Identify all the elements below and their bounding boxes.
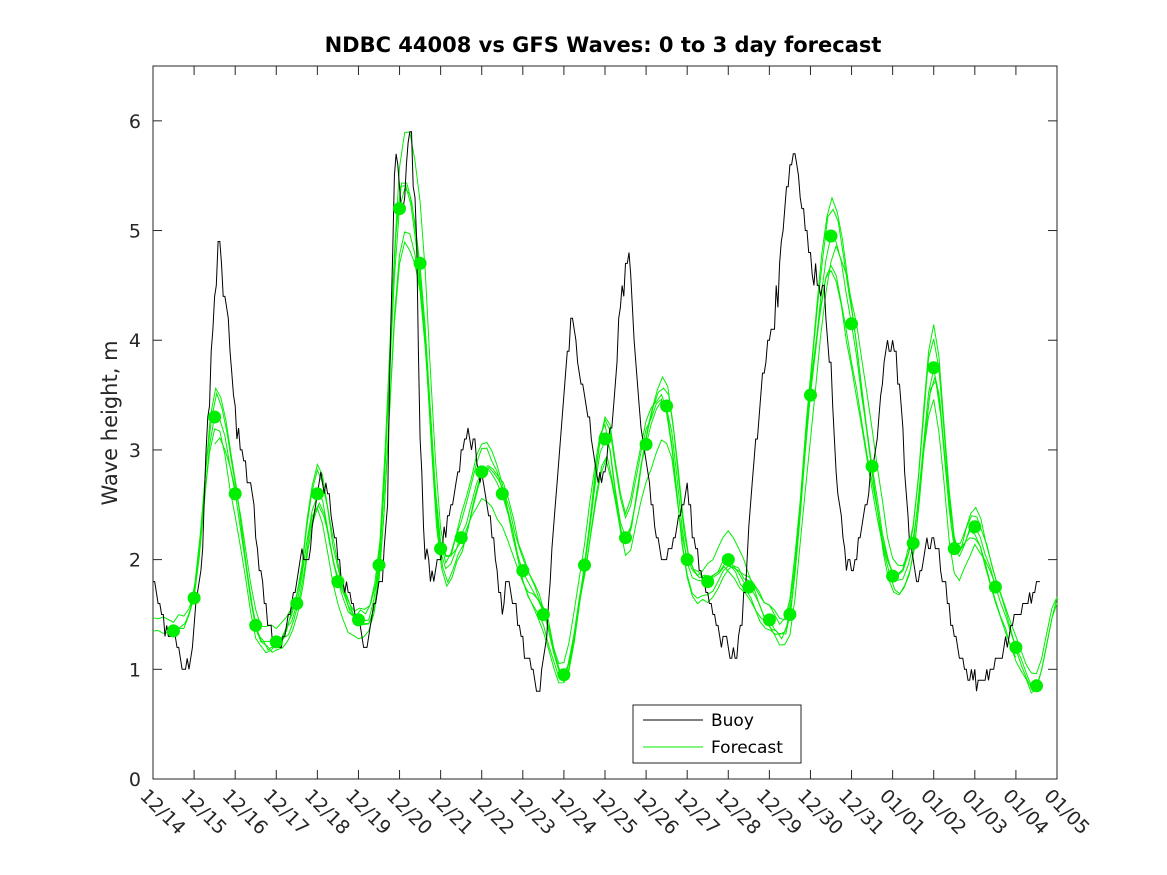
legend-box <box>632 704 802 764</box>
forecast-point <box>434 542 448 556</box>
y-axis-label: Wave height, m <box>98 340 122 505</box>
buoy-line <box>153 131 1040 692</box>
forecast-point <box>187 591 201 605</box>
forecast-point <box>167 624 180 638</box>
y-tick-label: 6 <box>129 111 141 133</box>
forecast-point <box>947 542 961 556</box>
legend: Buoy Forecast <box>632 704 802 764</box>
forecast-point <box>639 437 653 451</box>
forecast-point <box>536 608 550 621</box>
forecast-point <box>352 613 365 627</box>
y-tick-label: 0 <box>129 769 141 791</box>
forecast-point <box>619 531 632 545</box>
forecast-point <box>660 399 674 413</box>
forecast-point <box>804 388 817 402</box>
forecast-point <box>721 553 735 567</box>
forecast-point <box>331 575 345 589</box>
y-tick-label: 3 <box>129 440 141 462</box>
y-tick-label: 4 <box>129 330 141 352</box>
forecast-point <box>1030 679 1043 693</box>
forecast-point <box>742 580 756 594</box>
forecast-point <box>1009 640 1023 654</box>
forecast-point <box>290 597 304 610</box>
legend-buoy-label: Buoy <box>711 711 754 731</box>
chart-title: NDBC 44008 vs GFS Waves: 0 to 3 day fore… <box>325 33 882 57</box>
forecast-point <box>310 487 324 501</box>
forecast-point <box>208 410 222 424</box>
forecast-point <box>906 536 920 550</box>
forecast-point <box>249 618 263 632</box>
forecast-point <box>475 465 489 479</box>
forecast-point <box>701 575 715 589</box>
plot-area <box>152 65 1058 780</box>
forecast-point <box>968 520 982 534</box>
forecast-point <box>372 558 386 572</box>
forecast-point <box>598 432 612 446</box>
forecast-point <box>557 668 571 682</box>
forecast-point <box>228 487 242 501</box>
forecast-point <box>886 569 900 583</box>
forecast-line <box>214 131 1058 675</box>
y-tick-label: 2 <box>129 550 141 572</box>
forecast-point <box>495 487 509 501</box>
forecast-line <box>185 182 998 678</box>
forecast-point <box>578 558 591 572</box>
forecast-point <box>824 229 838 243</box>
forecast-point <box>393 202 406 216</box>
forecast-point <box>845 317 858 331</box>
forecast-point <box>762 613 776 627</box>
forecast-point <box>988 580 1002 594</box>
forecast-point <box>516 564 530 578</box>
forecast-point <box>783 608 797 621</box>
y-tick-label: 1 <box>129 659 141 681</box>
forecast-point <box>927 361 941 375</box>
forecast-point <box>865 459 879 473</box>
forecast-point <box>454 531 468 545</box>
series-layer <box>152 131 1058 694</box>
forecast-point <box>269 635 283 649</box>
forecast-point <box>680 553 694 567</box>
forecast-point <box>413 256 427 270</box>
legend-forecast-label: Forecast <box>711 738 783 758</box>
y-tick-label: 5 <box>129 221 141 243</box>
